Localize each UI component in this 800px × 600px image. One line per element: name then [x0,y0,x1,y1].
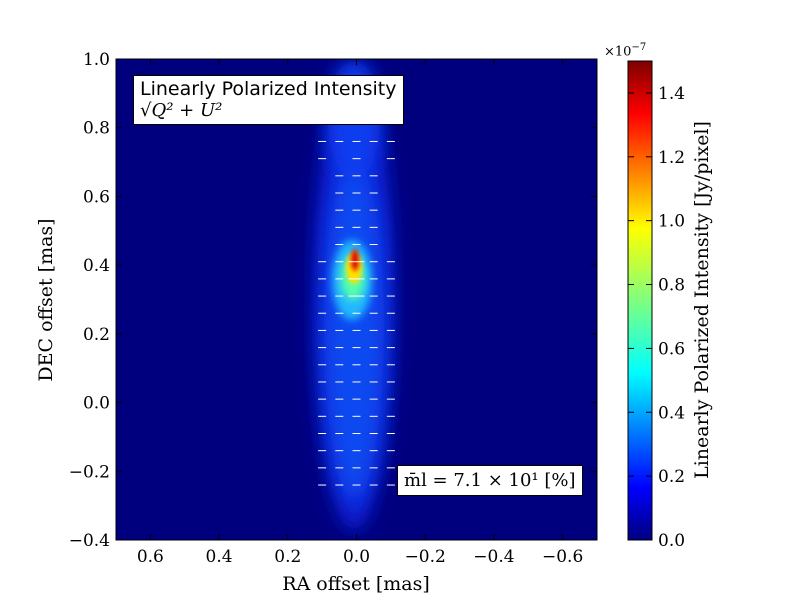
y-tick-label: 0.4 [83,256,110,276]
mean-polarization-annotation: m̄l = 7.1 × 10¹ [%] [397,465,583,496]
x-tick-label: 0.2 [274,547,301,567]
jet-peak [351,249,359,271]
colorbar-tick-label: 1.0 [658,212,685,232]
y-tick-label: 0.8 [83,119,110,139]
colorbar-label: Linearly Polarized Intensity [Jy/pixel] [691,121,713,479]
x-tick-label: 0.0 [343,547,370,567]
colorbar-tick-label: 0.6 [658,339,685,359]
y-tick-label: −0.2 [69,462,110,482]
title-box: Linearly Polarized Intensity √Q² + U² [133,75,404,125]
y-axis-label: DEC offset [mas] [35,218,57,381]
title-line-2: √Q² + U² [140,100,223,121]
x-tick-label: 0.4 [206,547,233,567]
colorbar-scale-base: ×10 [604,44,632,60]
evpa-ticks [318,123,395,486]
x-tick-label: −0.4 [473,547,514,567]
x-axis-label: RA offset [mas] [282,573,430,595]
y-tick-label: 1.0 [83,50,110,70]
y-axis-ticks: 1.0 0.8 0.6 0.4 0.2 0.0 −0.2 −0.4 [69,50,597,551]
colorbar-tick-label: 0.4 [658,403,685,423]
x-axis-ticks: 0.6 0.4 0.2 0.0 −0.2 −0.4 −0.6 [137,59,583,567]
colorbar-tick-label: 1.4 [658,84,685,104]
x-tick-label: 0.6 [137,547,164,567]
x-tick-label: −0.6 [542,547,583,567]
colorbar-scale: ×10−7 [604,42,646,59]
x-tick-label: −0.2 [405,547,446,567]
y-tick-label: −0.4 [69,531,110,551]
colorbar-tick-label: 0.2 [658,467,685,487]
colorbar-tick-label: 0.8 [658,276,685,296]
y-tick-label: 0.2 [83,325,110,345]
colorbar-tick-label: 1.2 [658,148,685,168]
colorbar-tick-label: 0.0 [658,531,685,551]
y-tick-label: 0.6 [83,187,110,207]
colorbar-ticks: 0.0 0.2 0.4 0.6 0.8 1.0 1.2 1.4 [628,84,685,551]
y-tick-label: 0.0 [83,394,110,414]
colorbar-scale-exponent: −7 [631,42,647,53]
title-line-1: Linearly Polarized Intensity [140,78,397,100]
colorbar [627,60,653,541]
